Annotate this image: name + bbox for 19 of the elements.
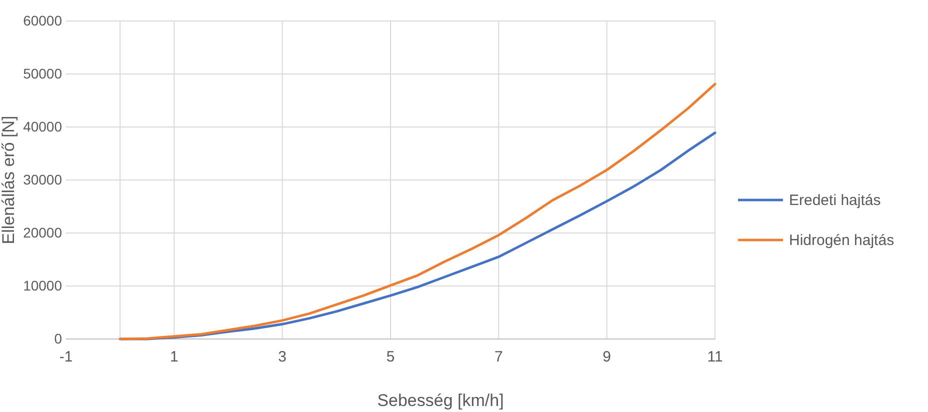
- x-tick-label: 7: [494, 348, 503, 366]
- y-tick-label: 40000: [23, 118, 62, 134]
- x-tick-label: -1: [59, 348, 73, 366]
- x-tick-label: 11: [707, 348, 723, 366]
- y-tick-label: 50000: [23, 65, 62, 82]
- x-tick-label: 5: [386, 348, 395, 366]
- y-tick-label: 60000: [23, 12, 62, 28]
- y-tick-label: 30000: [23, 171, 62, 188]
- y-tick-label: 0: [54, 330, 62, 346]
- x-tick-label: 9: [602, 348, 612, 366]
- y-tick-label: 10000: [23, 277, 62, 294]
- y-tick-label: 20000: [23, 224, 62, 240]
- legend-label: Hidrogén hajtás: [789, 232, 894, 249]
- y-axis-title: Ellenállás erő [N]: [0, 116, 18, 244]
- legend-label: Eredeti hajtás: [789, 192, 881, 209]
- line-series: [118, 82, 716, 340]
- x-axis-title: Sebesség [km/h]: [377, 391, 504, 410]
- x-tick-label: 3: [278, 348, 287, 366]
- x-tick-label: 1: [170, 348, 178, 366]
